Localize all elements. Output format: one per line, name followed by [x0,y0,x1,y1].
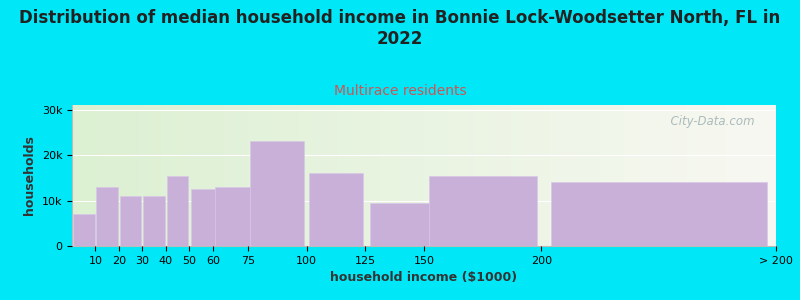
Y-axis label: households: households [23,136,36,215]
Bar [120,196,142,246]
Bar [167,176,188,246]
Bar [215,187,269,246]
Text: Multirace residents: Multirace residents [334,84,466,98]
Bar [429,176,537,246]
Text: Distribution of median household income in Bonnie Lock-Woodsetter North, FL in
2: Distribution of median household income … [19,9,781,48]
Bar [250,141,304,246]
Bar [309,173,363,246]
Bar [97,187,118,246]
X-axis label: household income ($1000): household income ($1000) [330,271,518,284]
Text: City-Data.com: City-Data.com [663,115,755,128]
Bar [143,196,165,246]
Bar [550,182,766,246]
Bar [370,203,478,246]
Bar [190,189,223,246]
Bar [73,214,94,246]
